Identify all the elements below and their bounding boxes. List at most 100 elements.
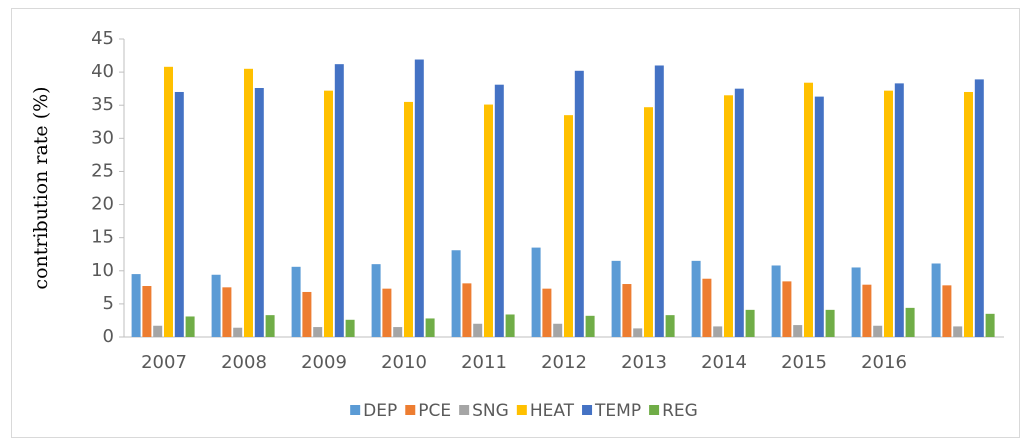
legend-label: HEAT — [530, 401, 575, 421]
x-tick-label: 2012 — [541, 352, 587, 373]
bar — [713, 326, 723, 337]
legend-swatch — [350, 405, 361, 415]
bar — [233, 327, 243, 337]
legend-swatch — [459, 405, 470, 415]
bar — [324, 90, 333, 337]
bar — [734, 88, 744, 338]
bar — [531, 247, 541, 337]
bar — [542, 288, 552, 337]
bar — [254, 88, 264, 337]
x-tick-label: 2011 — [461, 352, 507, 373]
bar — [564, 115, 573, 338]
x-tick-label: 2016 — [861, 352, 907, 373]
y-tick-label: 5 — [103, 293, 114, 314]
x-tick-label: 2015 — [781, 352, 827, 373]
x-tick-label: 2007 — [141, 352, 187, 373]
y-tick-label: 15 — [91, 227, 114, 248]
bar — [931, 263, 941, 337]
bar — [862, 284, 872, 337]
y-tick-label: 10 — [91, 260, 114, 281]
bar — [174, 91, 184, 337]
y-tick-label: 25 — [91, 160, 114, 181]
bar — [425, 318, 435, 337]
bar — [371, 264, 381, 337]
bar — [334, 64, 344, 338]
bar — [702, 278, 712, 337]
bar — [131, 274, 141, 337]
bar — [244, 68, 253, 338]
y-tick-label: 20 — [91, 194, 114, 215]
bar — [484, 104, 493, 337]
bar — [884, 90, 893, 337]
bar — [873, 325, 883, 337]
x-tick-label: 2009 — [301, 352, 347, 373]
y-tick-label: 40 — [91, 61, 114, 82]
bar — [905, 307, 915, 337]
y-tick-label: 35 — [91, 94, 114, 115]
bar — [313, 327, 323, 337]
bar — [793, 325, 803, 337]
bar — [974, 79, 984, 337]
bar — [185, 316, 195, 337]
x-tick-label: 2014 — [701, 352, 747, 373]
legend-label: REG — [662, 401, 698, 421]
bar — [771, 265, 781, 337]
y-tick-label: 30 — [91, 127, 114, 148]
legend-label: PCE — [418, 401, 451, 421]
bar — [644, 107, 653, 337]
x-tick-label: 2010 — [381, 352, 427, 373]
bar — [142, 286, 152, 337]
bar — [505, 314, 515, 337]
bar — [804, 82, 813, 337]
bar — [153, 325, 163, 337]
bar — [691, 260, 701, 337]
legend-label: DEP — [363, 401, 397, 421]
y-axis-label: contribution rate (%) — [30, 86, 52, 289]
legend-swatch — [649, 405, 660, 415]
bar — [302, 291, 312, 337]
bar — [782, 281, 792, 337]
bar — [494, 84, 504, 338]
legend-swatch — [582, 405, 593, 415]
bar — [851, 267, 861, 337]
bar — [964, 91, 973, 337]
bar — [633, 328, 643, 337]
bar — [942, 285, 952, 337]
legend-label: TEMP — [594, 401, 641, 421]
bar — [265, 315, 275, 337]
bar — [462, 283, 472, 337]
x-tick-label: 2013 — [621, 352, 667, 373]
x-tick-label: 2008 — [221, 352, 267, 373]
bar — [222, 287, 232, 337]
bar — [953, 326, 963, 337]
legend-swatch — [405, 405, 416, 415]
bar — [611, 260, 621, 337]
bar — [404, 101, 413, 338]
legend-label: SNG — [472, 401, 509, 421]
bar — [473, 323, 483, 337]
bar — [814, 96, 824, 337]
bar — [894, 83, 904, 337]
bar — [622, 284, 632, 337]
y-tick-label: 45 — [91, 28, 114, 49]
bar — [291, 266, 301, 337]
bar — [724, 95, 733, 338]
bar — [553, 323, 563, 337]
bar — [745, 309, 755, 337]
bar — [382, 288, 392, 337]
bar — [825, 309, 835, 337]
bar — [393, 327, 403, 337]
legend-swatch — [516, 405, 527, 415]
bar — [654, 65, 664, 337]
bar — [585, 315, 595, 337]
bar — [414, 59, 424, 337]
y-tick-label: 0 — [103, 326, 114, 347]
bar — [164, 66, 173, 338]
bar — [345, 319, 355, 337]
bar — [985, 313, 995, 337]
bar — [665, 315, 675, 337]
bar — [574, 70, 584, 337]
bar — [451, 250, 461, 337]
bar — [211, 274, 221, 337]
